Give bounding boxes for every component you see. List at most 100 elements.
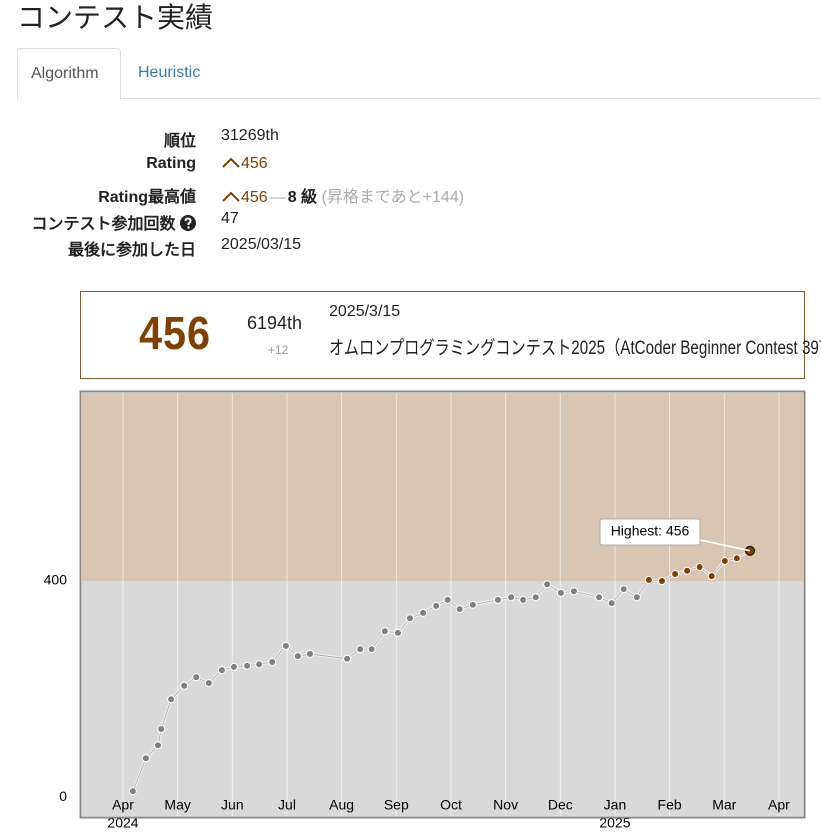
annotation-box xyxy=(599,518,701,546)
data-point xyxy=(543,580,552,589)
x-tick-label: Apr xyxy=(768,797,790,813)
note: (昇格まであと+144) xyxy=(321,189,465,206)
x-tick-label: Jun xyxy=(221,797,244,813)
annotation-line xyxy=(699,539,751,552)
x-tick-label: Feb xyxy=(658,797,682,813)
data-point xyxy=(607,599,616,608)
data-point xyxy=(393,628,402,637)
data-point xyxy=(192,673,201,682)
x-tick-label: Mar xyxy=(712,797,736,813)
x-year-label: 2025 xyxy=(599,815,630,831)
info-label: Rating最高値 xyxy=(98,189,196,206)
x-tick-label: May xyxy=(164,797,190,813)
data-point xyxy=(507,593,516,602)
x-tick-label: Apr xyxy=(112,797,134,813)
data-point xyxy=(305,649,314,658)
data-point xyxy=(229,662,238,671)
latest-box: 456 6194th +12 2025/3/15 オムロンプログラミングコンテス… xyxy=(80,291,821,379)
data-point xyxy=(343,654,352,663)
info-label: コンテスト参加回数 xyxy=(32,210,196,234)
help-icon[interactable] xyxy=(180,215,196,231)
data-point xyxy=(455,605,464,614)
data-point xyxy=(419,608,428,617)
data-point xyxy=(707,572,716,581)
label-text: コンテスト参加回数 xyxy=(31,216,176,233)
x-tick-label: Jul xyxy=(278,797,296,813)
tab[interactable]: Heuristic xyxy=(138,64,201,81)
data-point xyxy=(281,641,290,650)
data-point xyxy=(268,658,277,667)
plot-frame xyxy=(79,390,806,819)
data-point xyxy=(128,787,137,796)
data-point xyxy=(405,614,414,623)
data-point xyxy=(443,595,452,604)
data-point xyxy=(683,566,692,575)
grade: 8 級 xyxy=(287,189,318,206)
x-tick-label: Nov xyxy=(493,797,518,813)
info-value: 2025/03/15 xyxy=(221,236,302,253)
data-point xyxy=(671,569,680,578)
data-point xyxy=(657,577,666,585)
rating-icon xyxy=(222,191,240,202)
data-point xyxy=(255,660,264,669)
tab-active[interactable]: Algorithm xyxy=(17,48,121,100)
rating-band xyxy=(82,393,803,581)
data-point xyxy=(293,652,302,661)
x-year-label: 2024 xyxy=(107,815,138,831)
info-value: 31269th xyxy=(221,127,279,144)
rating-value: 456 xyxy=(241,189,268,206)
data-point xyxy=(519,595,528,604)
info-value: 456—8 級 (昇格まであと+144) xyxy=(221,183,464,207)
data-point xyxy=(556,588,565,597)
data-point xyxy=(432,601,441,610)
data-point xyxy=(356,645,365,654)
data-point xyxy=(619,585,628,594)
data-point xyxy=(167,695,176,704)
data-point xyxy=(157,725,166,734)
x-tick-label: Aug xyxy=(329,797,354,813)
latest-contest: オムロンプログラミングコンテスト2025（AtCoder Beginner Co… xyxy=(329,338,821,359)
x-tick-label: Sep xyxy=(384,797,409,813)
tab-label: Algorithm xyxy=(31,65,99,82)
data-point xyxy=(367,645,376,654)
rating-icon xyxy=(222,157,240,168)
page-title: コンテスト実績 xyxy=(17,2,214,33)
data-point xyxy=(595,593,604,602)
data-point xyxy=(180,681,189,690)
latest-rank: 6194th xyxy=(247,313,303,333)
data-point xyxy=(468,600,477,609)
x-tick-label: Jan xyxy=(604,797,627,813)
y-tick-label: 0 xyxy=(59,788,67,804)
data-point xyxy=(217,666,226,675)
latest-date: 2025/3/15 xyxy=(329,303,401,320)
data-point xyxy=(695,562,704,571)
data-point xyxy=(141,754,150,763)
tab-line xyxy=(17,98,821,99)
data-point xyxy=(493,595,502,604)
info-label: Rating xyxy=(146,155,196,172)
info-value: 47 xyxy=(221,210,239,227)
info-label: 最後に参加した日 xyxy=(67,242,196,259)
annotation: Highest: 456 xyxy=(611,523,690,539)
info-value: 456 xyxy=(221,155,268,173)
data-point xyxy=(644,575,653,584)
data-point xyxy=(380,627,389,636)
x-tick-label: Dec xyxy=(548,797,573,813)
data-point xyxy=(243,661,252,670)
latest-rating: 456 xyxy=(139,307,211,359)
x-tick-label: Oct xyxy=(440,797,462,813)
separator: — xyxy=(269,189,286,206)
y-tick-label: 400 xyxy=(44,572,68,588)
info-label: 順位 xyxy=(163,133,196,150)
data-point xyxy=(531,593,540,602)
latest-diff: +12 xyxy=(268,343,289,357)
data-point xyxy=(204,679,213,688)
data-point xyxy=(569,587,578,596)
data-point xyxy=(153,741,162,750)
rating-value: 456 xyxy=(241,155,268,172)
data-point xyxy=(632,593,641,602)
data-point xyxy=(732,554,741,563)
data-point xyxy=(720,557,729,566)
